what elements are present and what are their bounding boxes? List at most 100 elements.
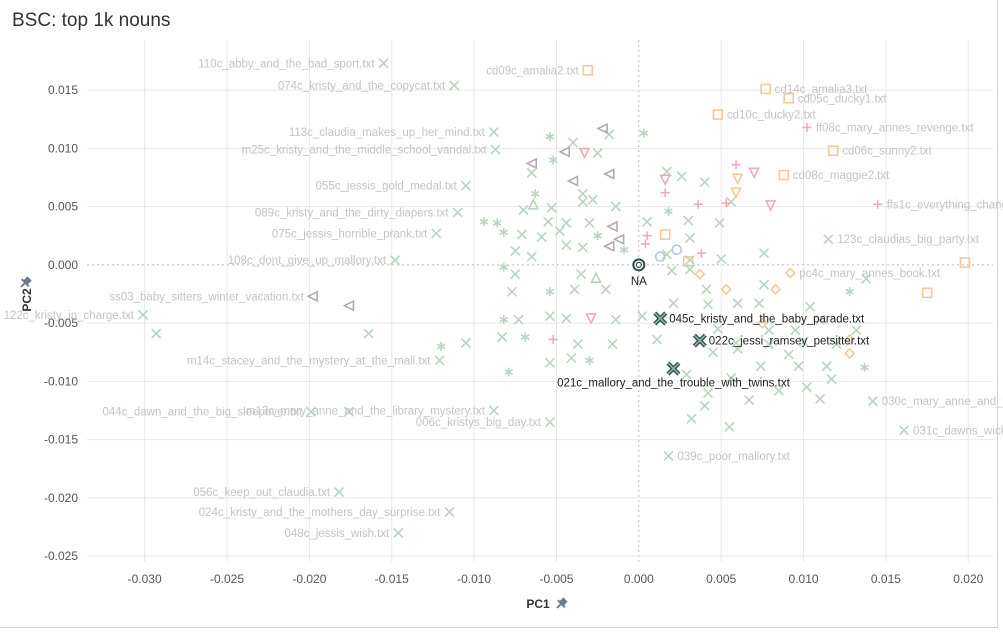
data-point[interactable] bbox=[545, 287, 555, 297]
data-point[interactable] bbox=[702, 387, 714, 399]
data-point[interactable] bbox=[801, 382, 812, 393]
data-point[interactable] bbox=[576, 269, 587, 280]
data-point[interactable] bbox=[590, 271, 602, 283]
labeled-data-point[interactable] bbox=[488, 126, 499, 138]
data-point[interactable] bbox=[499, 315, 509, 325]
data-point[interactable] bbox=[831, 339, 842, 350]
labeled-data-point[interactable] bbox=[490, 144, 501, 155]
data-point[interactable] bbox=[814, 393, 826, 404]
data-point[interactable] bbox=[536, 231, 547, 242]
data-point[interactable] bbox=[602, 240, 615, 253]
highlighted-point[interactable] bbox=[632, 258, 646, 272]
data-point[interactable] bbox=[543, 216, 554, 227]
data-point[interactable] bbox=[845, 287, 855, 297]
labeled-data-point[interactable] bbox=[760, 83, 771, 95]
data-point[interactable] bbox=[814, 314, 826, 325]
data-point[interactable] bbox=[506, 286, 518, 297]
data-point[interactable] bbox=[499, 227, 509, 237]
data-point[interactable] bbox=[959, 257, 971, 268]
data-point[interactable] bbox=[659, 174, 671, 187]
data-point[interactable] bbox=[640, 239, 650, 249]
data-point[interactable] bbox=[844, 347, 856, 360]
data-point[interactable] bbox=[554, 226, 565, 237]
data-point[interactable] bbox=[492, 218, 502, 228]
data-point[interactable] bbox=[561, 217, 572, 228]
data-point[interactable] bbox=[660, 188, 670, 198]
data-point[interactable] bbox=[716, 253, 727, 265]
data-point[interactable] bbox=[567, 137, 579, 148]
data-point[interactable] bbox=[798, 336, 809, 347]
data-point[interactable] bbox=[460, 337, 471, 349]
data-point[interactable] bbox=[546, 202, 557, 213]
data-point[interactable] bbox=[844, 333, 856, 346]
data-point[interactable] bbox=[754, 298, 765, 309]
data-point[interactable] bbox=[860, 362, 869, 372]
highlighted-point[interactable] bbox=[692, 333, 707, 348]
labeled-data-point[interactable] bbox=[582, 64, 594, 76]
data-point[interactable] bbox=[585, 355, 594, 365]
labeled-data-point[interactable] bbox=[784, 267, 797, 279]
data-point[interactable] bbox=[607, 339, 618, 350]
data-point[interactable] bbox=[744, 394, 755, 406]
labeled-data-point[interactable] bbox=[867, 396, 878, 407]
data-point[interactable] bbox=[516, 229, 527, 240]
data-point[interactable] bbox=[731, 173, 744, 185]
data-point[interactable] bbox=[527, 198, 540, 210]
data-point[interactable] bbox=[699, 400, 710, 411]
data-point[interactable] bbox=[610, 201, 621, 212]
data-point[interactable] bbox=[793, 361, 804, 372]
data-point[interactable] bbox=[526, 251, 537, 262]
highlighted-point[interactable] bbox=[653, 311, 668, 326]
data-point[interactable] bbox=[479, 217, 489, 227]
data-point[interactable] bbox=[714, 217, 725, 228]
data-point[interactable] bbox=[707, 347, 719, 358]
data-point[interactable] bbox=[696, 248, 706, 258]
data-point[interactable] bbox=[726, 372, 737, 383]
data-point[interactable] bbox=[566, 175, 579, 187]
data-point[interactable] bbox=[596, 122, 608, 135]
labeled-data-point[interactable] bbox=[823, 234, 834, 245]
y-axis-pin-icon[interactable] bbox=[18, 275, 34, 291]
data-point[interactable] bbox=[584, 217, 595, 228]
data-point[interactable] bbox=[730, 337, 742, 349]
data-point[interactable] bbox=[731, 160, 741, 170]
data-point[interactable] bbox=[569, 284, 580, 295]
data-point[interactable] bbox=[610, 314, 621, 325]
data-point[interactable] bbox=[790, 325, 801, 336]
data-point[interactable] bbox=[684, 255, 695, 266]
labeled-data-point[interactable] bbox=[712, 109, 724, 120]
labeled-data-point[interactable] bbox=[305, 406, 317, 417]
data-point[interactable] bbox=[642, 216, 653, 227]
data-point[interactable] bbox=[921, 287, 933, 299]
data-point[interactable] bbox=[664, 206, 673, 216]
data-point[interactable] bbox=[436, 341, 446, 351]
data-point[interactable] bbox=[821, 361, 832, 372]
data-point[interactable] bbox=[694, 268, 706, 280]
labeled-data-point[interactable] bbox=[778, 169, 790, 181]
data-point[interactable] bbox=[530, 189, 540, 199]
labeled-data-point[interactable] bbox=[663, 450, 674, 462]
data-point[interactable] bbox=[510, 269, 521, 280]
data-point[interactable] bbox=[572, 339, 583, 350]
data-point[interactable] bbox=[561, 313, 572, 324]
labeled-data-point[interactable] bbox=[378, 58, 389, 69]
data-point[interactable] bbox=[748, 167, 760, 180]
data-point[interactable] bbox=[600, 284, 611, 295]
labeled-data-point[interactable] bbox=[333, 487, 345, 498]
data-point[interactable] bbox=[642, 231, 652, 241]
data-point[interactable] bbox=[763, 339, 775, 350]
data-point[interactable] bbox=[654, 251, 666, 263]
labeled-data-point[interactable] bbox=[783, 92, 795, 104]
data-point[interactable] bbox=[151, 328, 162, 339]
data-point[interactable] bbox=[499, 262, 509, 272]
data-point[interactable] bbox=[606, 220, 618, 233]
data-point[interactable] bbox=[525, 157, 538, 170]
data-point[interactable] bbox=[544, 357, 555, 368]
labeled-data-point[interactable] bbox=[137, 309, 149, 321]
data-point[interactable] bbox=[721, 198, 731, 208]
labeled-data-point[interactable] bbox=[802, 122, 812, 132]
data-point[interactable] bbox=[577, 196, 588, 208]
data-point[interactable] bbox=[637, 311, 648, 322]
data-point[interactable] bbox=[763, 325, 775, 336]
